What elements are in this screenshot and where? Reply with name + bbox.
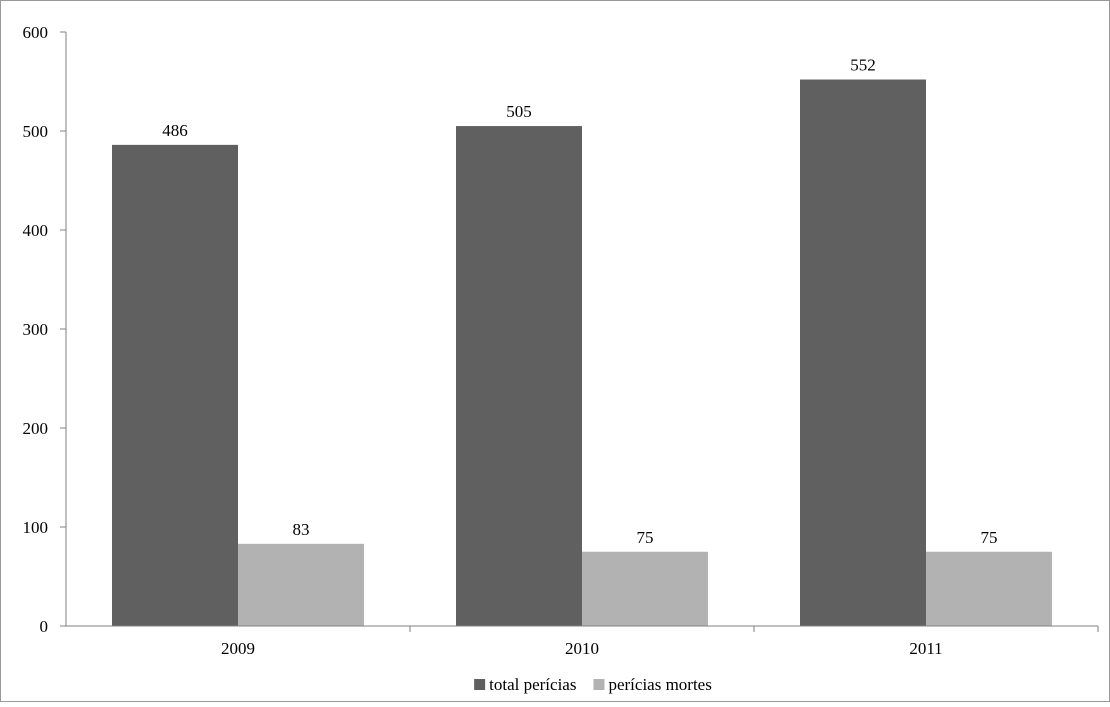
y-axis-ticks: 0 100 200 300 400 500 600 [23,23,66,636]
bar-2010-series-2 [582,551,708,626]
x-tick-label: 2011 [909,639,942,658]
legend-item: perícias mortes [593,675,712,694]
legend-swatch [474,679,486,690]
data-labels-layer: 486 83 505 75 552 75 [162,56,997,547]
x-tick-label: 2010 [565,639,599,658]
y-tick-label: 600 [23,23,49,42]
bar-2011-series-2 [926,551,1052,626]
data-label: 83 [293,520,310,539]
data-label: 505 [506,102,532,121]
bar-2010-series-1 [456,126,582,627]
legend: total perícias perícias mortes [474,675,712,694]
data-label: 75 [981,528,998,547]
legend-label: total perícias [489,675,576,694]
y-tick-label: 500 [23,122,49,141]
data-label: 75 [637,528,654,547]
y-tick-label: 400 [23,221,49,240]
y-tick-label: 100 [23,518,49,537]
data-label: 486 [162,121,188,140]
bar-2009-series-2 [238,543,364,626]
y-tick-label: 200 [23,419,49,438]
y-tick-label: 0 [40,617,49,636]
x-tick-label: 2009 [221,639,255,658]
bar-2009-series-1 [112,144,238,627]
x-axis-ticks: 2009 2010 2011 [221,626,1099,658]
data-label: 552 [850,56,876,75]
bar-2011-series-1 [800,79,926,626]
bars-layer [112,79,1052,627]
legend-item: total perícias [474,675,576,694]
legend-label: perícias mortes [608,675,711,694]
legend-swatch [593,679,605,690]
y-tick-label: 300 [23,320,49,339]
